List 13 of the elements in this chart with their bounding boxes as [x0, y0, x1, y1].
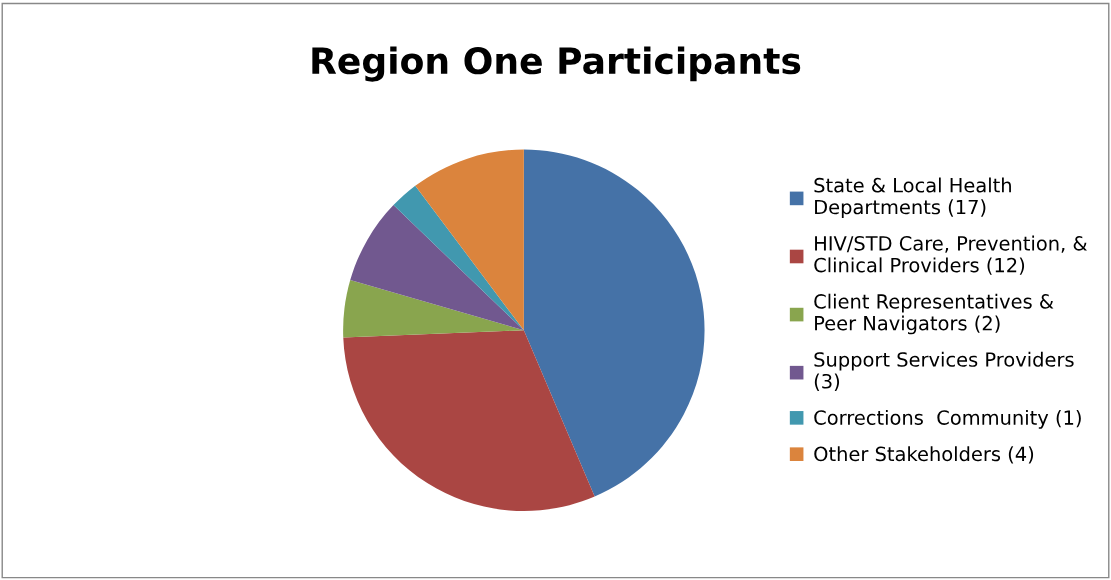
- pie-slice: [343, 280, 524, 338]
- chart-title: Region One Participants: [312, 46, 801, 82]
- pie-slice: [393, 185, 524, 331]
- pie-slice: [343, 330, 595, 512]
- pie-slice: [350, 205, 524, 331]
- pie-slice: [415, 149, 524, 331]
- legend-label: Other Stakeholders (4): [814, 446, 1034, 464]
- legend-label: HIV/STD Care, Prevention, & Clinical Providers (12): [814, 235, 1087, 275]
- pie-slice: [523, 149, 705, 497]
- legend-label: Client Representatives & Peer Navigators (2): [814, 293, 1054, 335]
- legend-label: Support Services Providers (3): [814, 351, 1074, 391]
- legend-label: State & Local Health Departments (17): [814, 177, 1011, 219]
- legend-label: Corrections Community (1): [814, 409, 1081, 429]
